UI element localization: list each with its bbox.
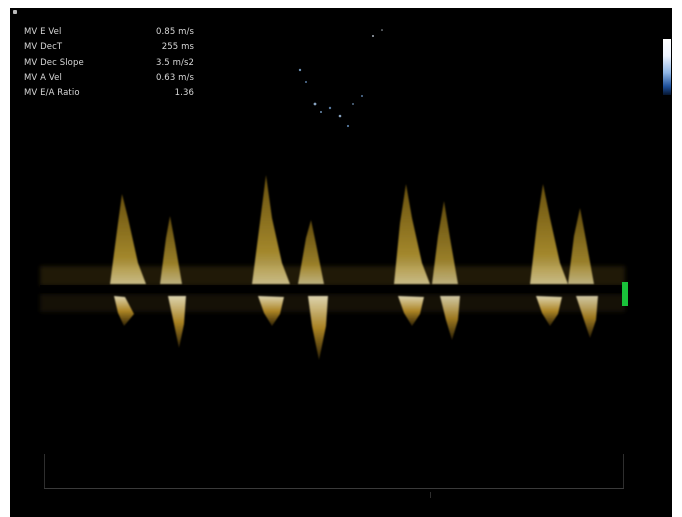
measurement-label: MV DecT (24, 42, 63, 53)
e-wave-reverse (114, 296, 134, 326)
e-wave (394, 184, 430, 284)
a-wave-reverse (440, 296, 460, 340)
probe-orientation-marker (13, 10, 17, 14)
cardiac-cycle-2 (252, 175, 328, 360)
mini-2d-preview (298, 29, 383, 128)
measurement-row: MV A Vel 0.63 m/s (24, 71, 194, 86)
e-wave-reverse (536, 296, 562, 326)
measurement-value: 255 ms (161, 42, 194, 53)
measurement-value: 3.5 m/s2 (156, 57, 194, 68)
reference-tick-mid (430, 492, 431, 498)
baseline-noise-band (40, 266, 625, 286)
e-wave-reverse (398, 296, 424, 326)
a-wave (432, 201, 458, 284)
measurement-row: MV DecT 255 ms (24, 40, 194, 55)
measurement-label: MV E/A Ratio (24, 88, 80, 99)
measurement-row: MV E Vel 0.85 m/s (24, 25, 194, 40)
a-wave-reverse (168, 296, 186, 348)
reference-tick-left (44, 454, 45, 489)
e-wave (110, 194, 146, 284)
measurement-value: 0.63 m/s (156, 72, 194, 83)
doppler-baseline (40, 285, 625, 293)
measurement-label: MV A Vel (24, 72, 62, 83)
a-wave (160, 216, 182, 284)
spectral-doppler-trace (40, 29, 625, 360)
measurement-panel: MV E Vel 0.85 m/s MV DecT 255 ms MV Dec … (24, 25, 194, 101)
measurement-row: MV Dec Slope 3.5 m/s2 (24, 56, 194, 71)
a-wave (298, 220, 324, 284)
baseline-marker (622, 282, 628, 306)
cardiac-cycle-1 (110, 194, 186, 348)
measurement-label: MV Dec Slope (24, 57, 84, 68)
a-wave-reverse (308, 296, 328, 360)
e-wave (252, 175, 290, 284)
reference-tick-right (623, 454, 624, 489)
color-scale-bar (663, 39, 671, 95)
doppler-screen: MV E Vel 0.85 m/s MV DecT 255 ms MV Dec … (10, 8, 672, 517)
measurement-value: 1.36 (174, 88, 194, 99)
e-wave-reverse (258, 296, 284, 326)
measurement-row: MV E/A Ratio 1.36 (24, 86, 194, 101)
a-wave (568, 208, 594, 284)
a-wave-reverse (576, 296, 598, 338)
cardiac-cycle-3 (394, 184, 460, 340)
time-reference-line (44, 488, 624, 489)
e-wave (530, 184, 568, 284)
measurement-label: MV E Vel (24, 27, 62, 37)
cardiac-cycle-4 (530, 184, 598, 338)
measurement-value: 0.85 m/s (156, 27, 194, 37)
lower-noise-band (40, 294, 625, 312)
